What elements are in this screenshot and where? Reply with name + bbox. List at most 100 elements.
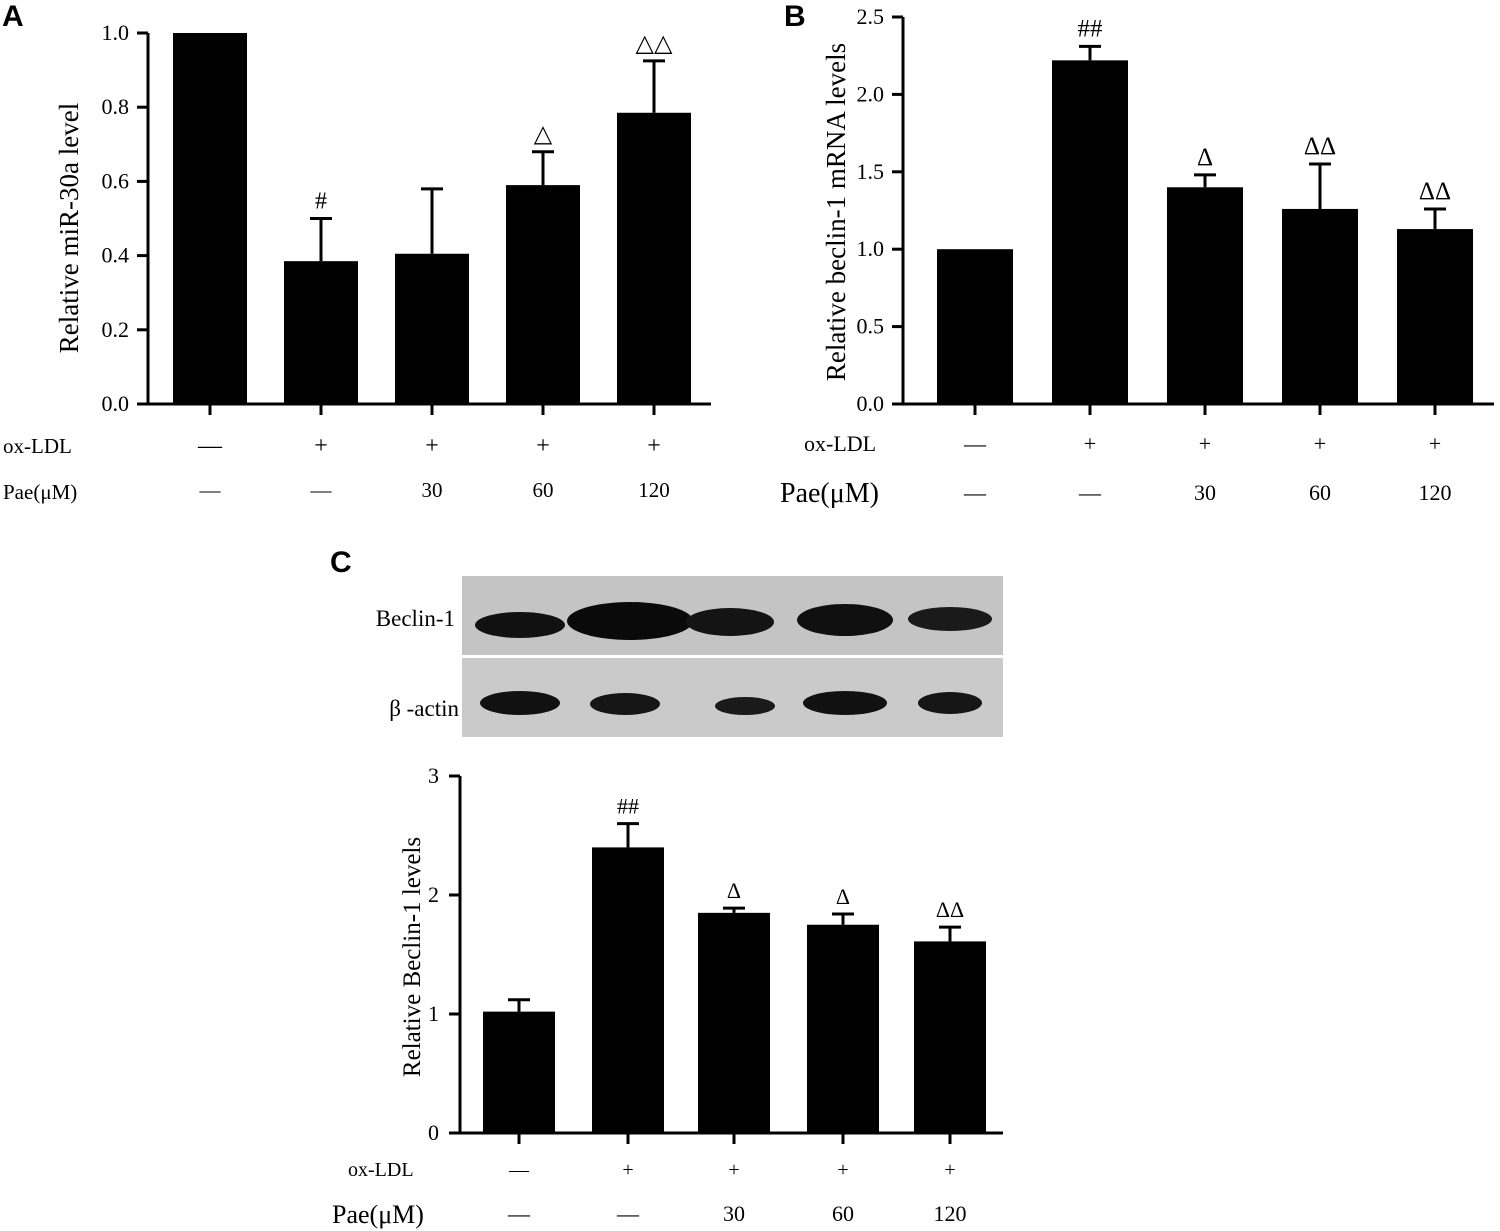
y-tick-label: 1.0 [857, 236, 885, 261]
pae-row-label: Pae(μM) [332, 1200, 424, 1229]
bar [617, 112, 691, 404]
bar [483, 1011, 555, 1133]
significance-marker: ΔΔ [1419, 178, 1451, 205]
blot-band [475, 612, 565, 638]
bar [914, 941, 986, 1133]
bar [1052, 60, 1128, 405]
y-tick-label: 2.0 [857, 81, 885, 106]
blot-band [480, 691, 560, 715]
significance-marker: # [315, 189, 327, 215]
blot-band [567, 602, 693, 640]
significance-marker: △△ [636, 31, 673, 57]
bar [173, 33, 247, 404]
blot-band [590, 693, 660, 715]
bar [937, 249, 1013, 404]
y-axis-label: Relative miR-30a level [54, 103, 84, 353]
y-axis-label: Relative Beclin-1 levels [399, 837, 426, 1077]
oxldl-value: + [1199, 431, 1211, 456]
pae-value: 30 [1194, 480, 1216, 505]
panel-letter-c: C [330, 546, 352, 579]
blot-label-actin: β -actin [389, 696, 459, 721]
bar [1167, 187, 1243, 404]
chart-a: 0.0 0.2 0.4 0.6 0.8 1.0 Relative miR-30a level… [3, 20, 711, 504]
oxldl-value: + [1429, 431, 1441, 456]
bar [592, 847, 664, 1133]
panel-letter-b: B [784, 0, 806, 33]
y-tick-label: 0.0 [857, 391, 885, 416]
significance-marker: Δ [727, 878, 741, 903]
bar [807, 924, 879, 1133]
oxldl-value: — [963, 431, 987, 456]
bar [506, 185, 580, 404]
pae-row-label: Pae(μM) [3, 480, 77, 504]
pae-value: 60 [533, 478, 554, 502]
y-tick-label: 0.8 [102, 94, 130, 119]
oxldl-value: — [508, 1159, 530, 1181]
y-tick-label: 0.4 [102, 243, 130, 268]
significance-marker: ## [1078, 15, 1104, 42]
y-tick-label: 2.5 [857, 4, 885, 29]
bar [698, 912, 770, 1133]
pae-value: 60 [832, 1201, 854, 1226]
oxldl-row-label: ox-LDL [3, 434, 72, 458]
pae-value: — [507, 1201, 531, 1226]
significance-marker: △ [534, 122, 553, 148]
oxldl-value: + [425, 433, 439, 459]
y-axis-label: Relative beclin-1 mRNA levels [821, 43, 851, 381]
blot-band [908, 607, 992, 631]
blot-label-beclin: Beclin-1 [376, 606, 455, 631]
bar [284, 261, 358, 404]
chart-c: 0 1 2 3 Relative Beclin-1 levels — — ## + — Δ +30 Δ +… [332, 763, 1003, 1229]
oxldl-value: — [197, 433, 223, 459]
pae-value: 30 [723, 1201, 745, 1226]
bar [1397, 229, 1473, 404]
panel-letter-a: A [2, 0, 24, 33]
pae-value: — [963, 480, 987, 505]
y-tick-label: 0.6 [102, 168, 130, 193]
pae-value: 120 [638, 478, 670, 502]
pae-value: — [616, 1201, 640, 1226]
pae-value: 30 [422, 478, 443, 502]
pae-value: 120 [934, 1201, 967, 1226]
oxldl-value: + [314, 433, 328, 459]
oxldl-value: + [1314, 431, 1326, 456]
oxldl-value: + [728, 1159, 739, 1181]
oxldl-value: + [647, 433, 661, 459]
bar [395, 253, 469, 404]
blot-band [797, 604, 893, 636]
y-tick-label: 2 [428, 882, 439, 907]
blot-band [803, 691, 887, 715]
pae-row-label: Pae(μM) [780, 478, 879, 509]
y-tick-label: 0.5 [857, 314, 885, 339]
oxldl-value: + [536, 433, 550, 459]
significance-marker: Δ [836, 884, 850, 909]
oxldl-row-label: ox-LDL [804, 431, 876, 456]
significance-marker: ΔΔ [936, 897, 964, 922]
oxldl-value: + [837, 1159, 848, 1181]
y-tick-label: 1.0 [102, 20, 130, 45]
significance-marker: Δ [1197, 144, 1213, 171]
oxldl-value: + [622, 1159, 633, 1181]
blot-band [715, 697, 775, 715]
western-blot: Beclin-1 β -actin [376, 576, 1003, 737]
pae-value: 120 [1419, 480, 1452, 505]
y-tick-label: 0.0 [102, 391, 130, 416]
y-tick-label: 0 [428, 1120, 439, 1145]
y-tick-label: 1 [428, 1001, 439, 1026]
significance-marker: ## [617, 794, 639, 819]
pae-value: — [199, 478, 222, 502]
pae-value: — [310, 478, 333, 502]
bar [1282, 208, 1358, 404]
blot-band [686, 608, 774, 636]
oxldl-value: + [1084, 431, 1096, 456]
significance-marker: ΔΔ [1304, 133, 1336, 160]
oxldl-value: + [944, 1159, 955, 1181]
blot-band [918, 692, 982, 714]
oxldl-row-label: ox-LDL [348, 1159, 414, 1181]
pae-value: — [1078, 480, 1102, 505]
y-tick-label: 1.5 [857, 159, 885, 184]
y-tick-label: 0.2 [102, 317, 130, 342]
y-tick-label: 3 [428, 763, 439, 788]
